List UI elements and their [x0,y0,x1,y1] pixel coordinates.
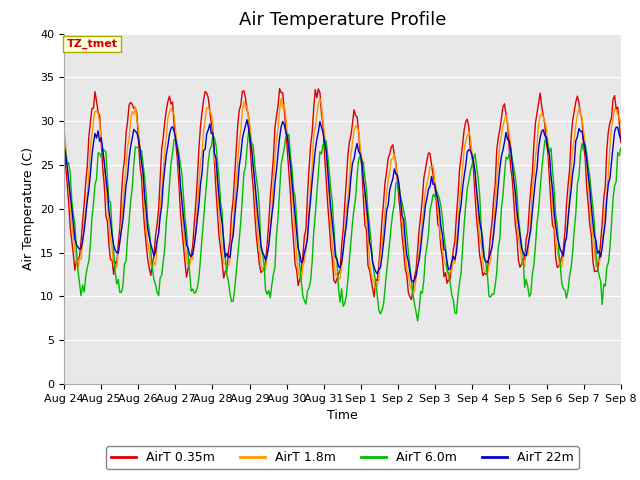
Line: AirT 22m: AirT 22m [64,120,621,282]
AirT 6.0m [617,145,625,151]
AirT 0.35m [226,238,234,244]
Legend: AirT 0.35m, AirT 1.8m, AirT 6.0m, AirT 22m: AirT 0.35m, AirT 1.8m, AirT 6.0m, AirT 2… [106,446,579,469]
AirT 0.35m [589,258,596,264]
AirT 22m [589,219,596,225]
AirT 6.0m [589,204,596,210]
AirT 6.0m [244,129,252,135]
AirT 1.8m [617,120,625,126]
Title: Air Temperature Profile: Air Temperature Profile [239,11,446,29]
AirT 22m [246,137,254,143]
AirT 6.0m [60,154,68,160]
AirT 6.0m [129,186,136,192]
AirT 22m [305,213,313,218]
AirT 22m [226,255,234,261]
Y-axis label: Air Temperature (C): Air Temperature (C) [22,147,35,270]
AirT 0.35m [305,166,313,171]
AirT 22m [243,117,251,122]
Line: AirT 0.35m: AirT 0.35m [64,89,621,300]
AirT 1.8m [129,108,136,114]
AirT 22m [129,135,136,141]
AirT 0.35m [254,248,262,253]
AirT 1.8m [305,207,313,213]
AirT 0.35m [408,297,415,302]
AirT 22m [409,279,417,285]
AirT 1.8m [244,117,252,122]
AirT 1.8m [277,96,285,101]
Line: AirT 6.0m: AirT 6.0m [64,132,621,321]
AirT 1.8m [409,289,417,295]
AirT 0.35m [276,86,284,92]
Line: AirT 1.8m: AirT 1.8m [64,98,621,292]
AirT 1.8m [589,234,596,240]
AirT 22m [60,141,68,146]
AirT 22m [255,228,263,234]
AirT 1.8m [254,231,262,237]
Text: TZ_tmet: TZ_tmet [67,39,118,49]
AirT 1.8m [60,127,68,132]
X-axis label: Time: Time [327,409,358,422]
AirT 0.35m [60,132,68,137]
AirT 0.35m [129,101,136,107]
AirT 6.0m [226,290,234,296]
AirT 6.0m [255,205,263,211]
AirT 22m [617,137,625,143]
AirT 0.35m [244,113,252,119]
AirT 6.0m [305,285,313,291]
AirT 1.8m [226,258,234,264]
AirT 6.0m [246,132,254,138]
AirT 0.35m [617,140,625,145]
AirT 6.0m [414,318,422,324]
